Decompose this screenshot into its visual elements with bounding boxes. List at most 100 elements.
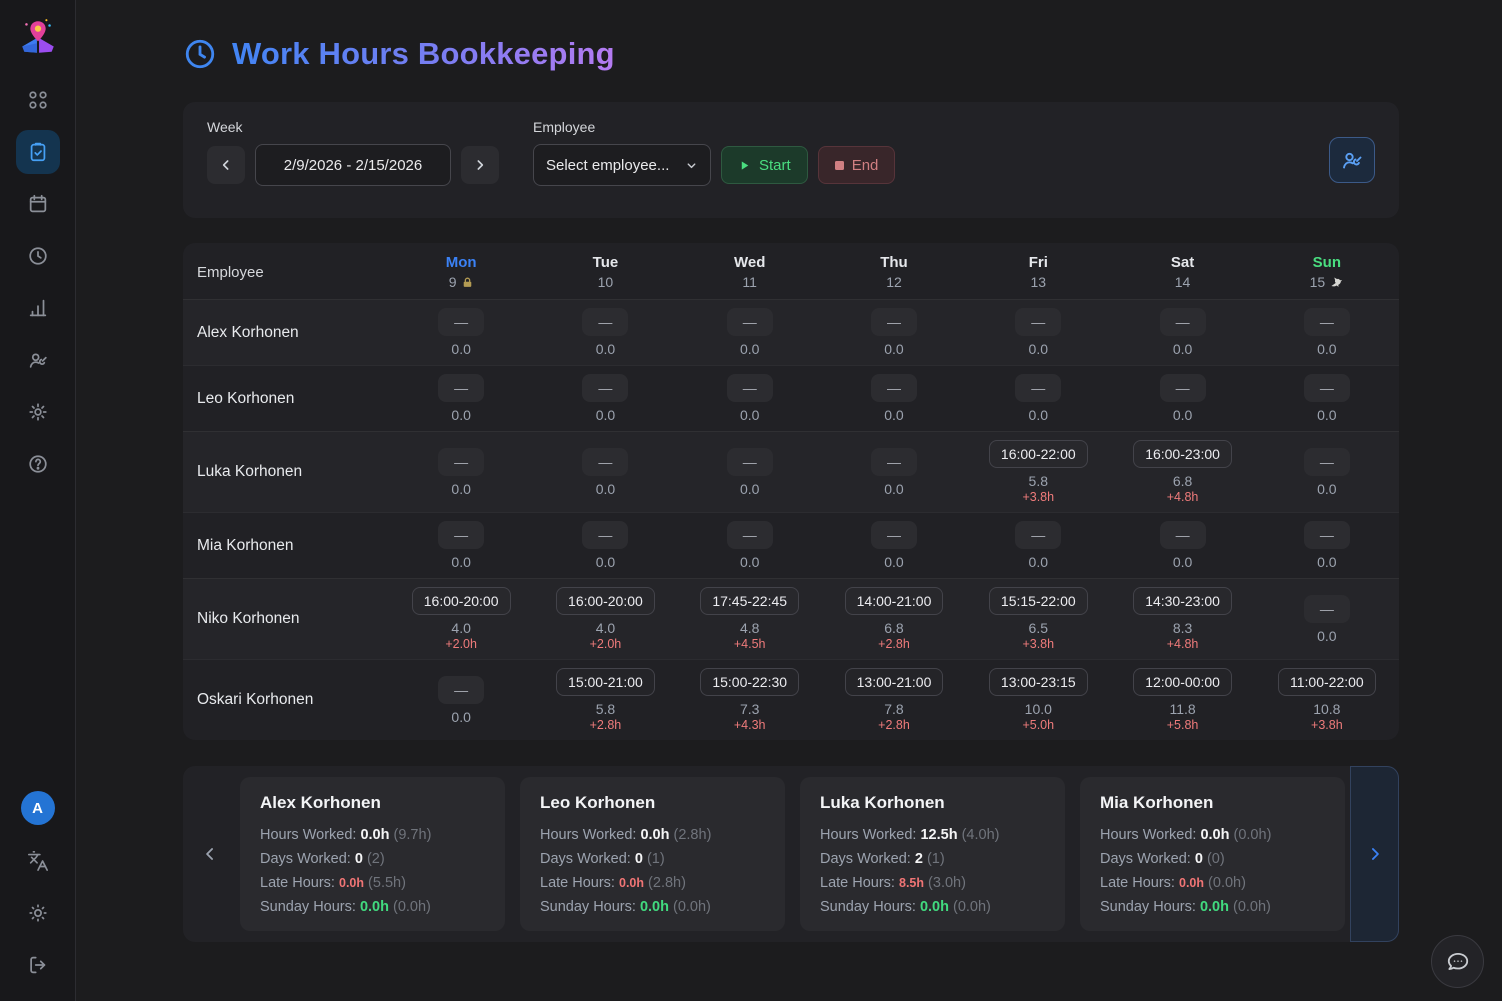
- sidebar-item-employees[interactable]: [16, 338, 60, 382]
- shift-time[interactable]: 16:00-20:00: [412, 587, 511, 615]
- shift-time[interactable]: —: [1160, 521, 1206, 549]
- employee-name: Alex Korhonen: [183, 324, 389, 342]
- end-button[interactable]: End: [818, 146, 896, 184]
- shift-time[interactable]: 15:15-22:00: [989, 587, 1088, 615]
- sidebar-item-theme[interactable]: [16, 891, 60, 935]
- week-label: Week: [207, 119, 499, 135]
- sidebar-item-dashboard[interactable]: [16, 78, 60, 122]
- shift-time[interactable]: —: [582, 521, 628, 549]
- shift-time[interactable]: —: [727, 308, 773, 336]
- shift-hours: 0.0: [451, 407, 470, 423]
- shift-time[interactable]: —: [1304, 308, 1350, 336]
- shift-hours: 10.8: [1313, 701, 1340, 717]
- shift-time[interactable]: —: [727, 448, 773, 476]
- shift-time[interactable]: 13:00-21:00: [845, 668, 944, 696]
- shift-time[interactable]: —: [1304, 595, 1350, 623]
- shift-time[interactable]: —: [1015, 308, 1061, 336]
- shift-cell: — 0.0: [678, 448, 822, 497]
- stat-value: 2: [915, 851, 923, 867]
- sidebar-item-logout[interactable]: [16, 943, 60, 987]
- shift-time[interactable]: —: [438, 374, 484, 402]
- shift-time[interactable]: —: [727, 374, 773, 402]
- stat-value: 0: [1195, 851, 1203, 867]
- shift-cell: — 0.0: [966, 521, 1110, 570]
- day-column-header: Sun 15: [1255, 254, 1399, 290]
- shift-time[interactable]: —: [1304, 521, 1350, 549]
- shift-cell: — 0.0: [966, 308, 1110, 357]
- stat-label: Hours Worked:: [820, 827, 916, 843]
- shift-time[interactable]: 12:00-00:00: [1133, 668, 1232, 696]
- sidebar-item-bookkeeping[interactable]: [16, 130, 60, 174]
- shift-late: +5.0h: [1022, 718, 1054, 732]
- shift-time[interactable]: —: [1015, 521, 1061, 549]
- shift-time[interactable]: 16:00-23:00: [1133, 440, 1232, 468]
- avatar[interactable]: A: [21, 791, 55, 825]
- shift-time[interactable]: —: [438, 308, 484, 336]
- carousel-next-button[interactable]: [1350, 766, 1399, 942]
- sidebar-item-language[interactable]: [16, 839, 60, 883]
- shift-time[interactable]: —: [582, 308, 628, 336]
- week-next-button[interactable]: [461, 146, 499, 184]
- page-title: Work Hours Bookkeeping: [232, 36, 615, 72]
- shift-time[interactable]: —: [438, 676, 484, 704]
- chevron-down-icon: [685, 159, 698, 172]
- shift-hours: 0.0: [451, 481, 470, 497]
- shift-time[interactable]: —: [1304, 448, 1350, 476]
- shift-time[interactable]: —: [438, 448, 484, 476]
- card-employee-name: Mia Korhonen: [1100, 793, 1325, 813]
- shift-time[interactable]: —: [582, 448, 628, 476]
- shift-time[interactable]: —: [871, 448, 917, 476]
- day-column-header: Sat 14: [1110, 254, 1254, 290]
- shift-time[interactable]: —: [871, 374, 917, 402]
- stat-value: 0.0h: [360, 899, 389, 915]
- shift-time[interactable]: 14:00-21:00: [845, 587, 944, 615]
- stat-label: Days Worked:: [1100, 851, 1191, 867]
- play-icon: [738, 159, 751, 172]
- stat-label: Sunday Hours:: [820, 899, 916, 915]
- day-column-header: Thu 12: [822, 254, 966, 290]
- shift-time[interactable]: 16:00-22:00: [989, 440, 1088, 468]
- carousel-prev-button[interactable]: [193, 824, 227, 884]
- sidebar-item-schedule[interactable]: [16, 182, 60, 226]
- day-date-row: 9: [389, 274, 533, 290]
- sidebar-item-settings[interactable]: [16, 390, 60, 434]
- shift-time[interactable]: 15:00-21:00: [556, 668, 655, 696]
- shift-time[interactable]: —: [1160, 308, 1206, 336]
- week-range-field[interactable]: 2/9/2026 - 2/15/2026: [255, 144, 451, 186]
- shift-time[interactable]: 13:00-23:15: [989, 668, 1088, 696]
- shift-time[interactable]: 15:00-22:30: [700, 668, 799, 696]
- shift-time[interactable]: —: [871, 521, 917, 549]
- manage-employees-button[interactable]: [1329, 137, 1375, 183]
- chat-button[interactable]: [1431, 935, 1484, 988]
- week-prev-button[interactable]: [207, 146, 245, 184]
- shift-time[interactable]: 11:00-22:00: [1278, 668, 1376, 696]
- shift-time[interactable]: 17:45-22:45: [700, 587, 799, 615]
- shift-time[interactable]: —: [871, 308, 917, 336]
- shift-time[interactable]: —: [727, 521, 773, 549]
- shift-time[interactable]: —: [1015, 374, 1061, 402]
- start-button-label: Start: [759, 157, 791, 174]
- shift-hours: 0.0: [884, 554, 903, 570]
- shift-time[interactable]: —: [438, 521, 484, 549]
- stat-alt: (0.0h): [393, 899, 431, 915]
- shift-time[interactable]: 16:00-20:00: [556, 587, 655, 615]
- shift-time[interactable]: —: [1304, 374, 1350, 402]
- card-stat-line: Hours Worked: 0.0h (0.0h): [1100, 823, 1325, 847]
- chevron-right-icon: [1365, 844, 1385, 864]
- employee-select[interactable]: Select employee...: [533, 144, 711, 186]
- day-name: Fri: [966, 254, 1110, 271]
- sidebar-item-time[interactable]: [16, 234, 60, 278]
- shift-cell: — 0.0: [1255, 521, 1399, 570]
- day-date: 12: [886, 274, 902, 290]
- shift-time[interactable]: —: [582, 374, 628, 402]
- sidebar-item-help[interactable]: [16, 442, 60, 486]
- card-stats: Hours Worked: 0.0h (2.8h) Days Worked: 0…: [540, 823, 765, 919]
- sidebar-item-reports[interactable]: [16, 286, 60, 330]
- shift-time[interactable]: 14:30-23:00: [1133, 587, 1232, 615]
- shift-hours: 0.0: [884, 407, 903, 423]
- shift-time[interactable]: —: [1160, 374, 1206, 402]
- shift-hours: 0.0: [884, 481, 903, 497]
- clock-icon: [27, 245, 49, 267]
- start-button[interactable]: Start: [721, 146, 808, 184]
- day-date-row: 11: [678, 274, 822, 290]
